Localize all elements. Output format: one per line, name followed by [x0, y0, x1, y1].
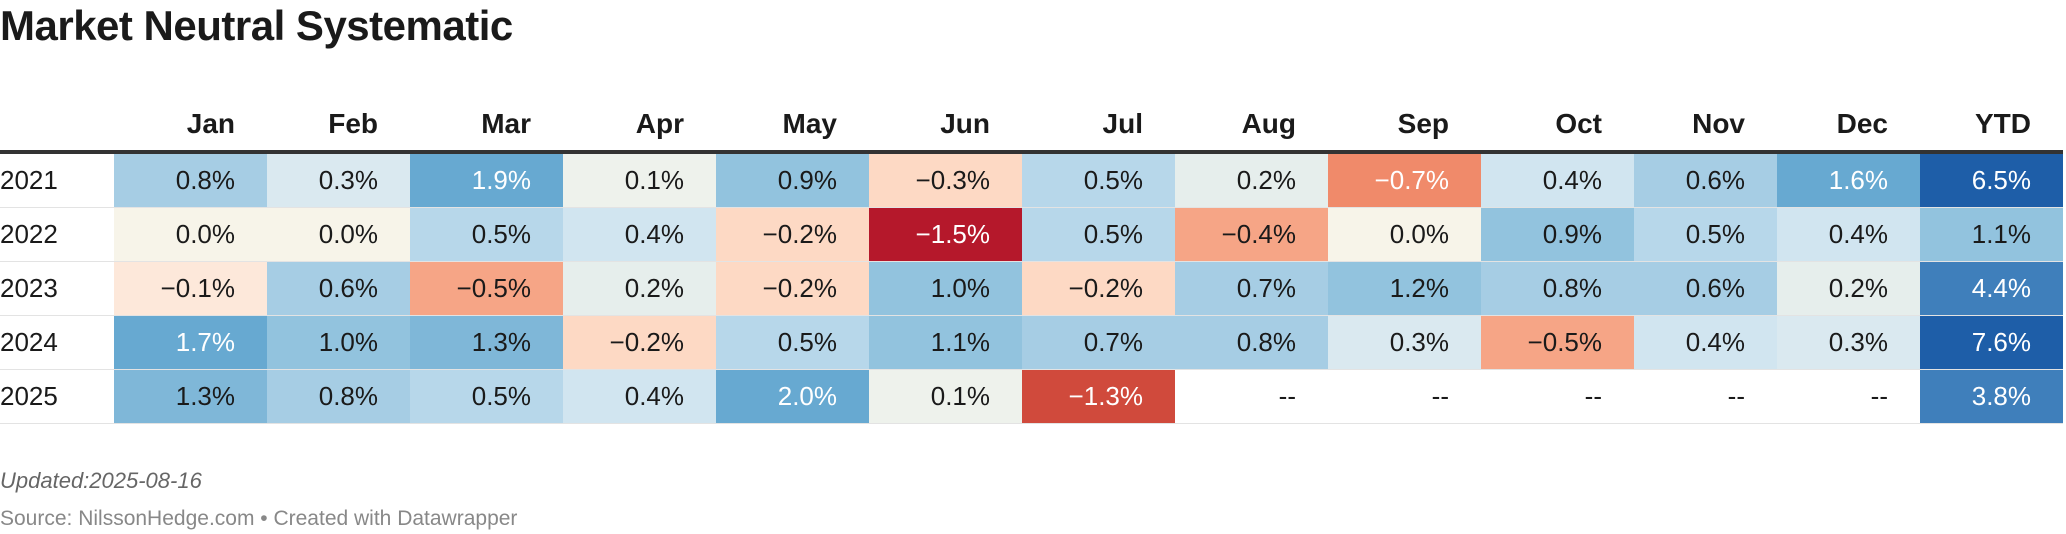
month-return-cell: 0.4% — [1634, 315, 1777, 370]
month-return-cell: 0.4% — [563, 207, 716, 262]
month-return-cell: 0.5% — [716, 315, 869, 370]
row-label-year: 2022 — [0, 207, 114, 262]
month-return-cell: -- — [1634, 369, 1777, 424]
column-header-ytd: YTD — [1920, 98, 2063, 154]
row-label-year: 2025 — [0, 369, 114, 424]
month-return-cell: 0.5% — [410, 207, 563, 262]
month-return-cell: −1.5% — [869, 207, 1022, 262]
month-return-cell: 0.5% — [1022, 207, 1175, 262]
corner-header — [0, 98, 114, 154]
table-row: 2025 1.3% 0.8% 0.5% 0.4% 2.0% 0.1% −1.3% -- -- -- -… — [0, 369, 2063, 424]
column-header-nov: Nov — [1634, 98, 1777, 154]
month-return-cell: −0.2% — [716, 207, 869, 262]
month-return-cell: 0.4% — [563, 369, 716, 424]
table-row: 2022 0.0% 0.0% 0.5% 0.4% −0.2% −1.5% 0.5% −0.4% 0… — [0, 207, 2063, 262]
month-return-cell: 0.5% — [410, 369, 563, 424]
month-return-cell: −0.4% — [1175, 207, 1328, 262]
column-header-dec: Dec — [1777, 98, 1920, 154]
month-return-cell: 0.0% — [267, 207, 410, 262]
column-header-sep: Sep — [1328, 98, 1481, 154]
column-header-may: May — [716, 98, 869, 154]
month-return-cell: 2.0% — [716, 369, 869, 424]
month-return-cell: −0.3% — [869, 152, 1022, 208]
month-return-cell: 0.6% — [1634, 152, 1777, 208]
month-return-cell: 0.5% — [1634, 207, 1777, 262]
month-return-cell: −0.5% — [410, 261, 563, 316]
ytd-cell: 6.5% — [1920, 152, 2063, 208]
month-return-cell: 0.4% — [1481, 152, 1634, 208]
month-return-cell: 0.9% — [1481, 207, 1634, 262]
month-return-cell: -- — [1328, 369, 1481, 424]
table-row: 2024 1.7% 1.0% 1.3% −0.2% 0.5% 1.1% 0.7% 0.8% 0.3… — [0, 315, 2063, 370]
month-return-cell: 0.8% — [1175, 315, 1328, 370]
source-credit: Source: NilssonHedge.com • Created with … — [0, 507, 518, 530]
month-return-cell: 0.4% — [1777, 207, 1920, 262]
month-return-cell: 1.6% — [1777, 152, 1920, 208]
month-return-cell: 0.1% — [563, 152, 716, 208]
month-return-cell: 0.1% — [869, 369, 1022, 424]
month-return-cell: 0.8% — [1481, 261, 1634, 316]
month-return-cell: 0.6% — [1634, 261, 1777, 316]
ytd-cell: 7.6% — [1920, 315, 2063, 370]
month-return-cell: 0.2% — [1777, 261, 1920, 316]
month-return-cell: -- — [1777, 369, 1920, 424]
month-return-cell: 0.6% — [267, 261, 410, 316]
month-return-cell: 1.3% — [114, 369, 267, 424]
month-return-cell: -- — [1175, 369, 1328, 424]
month-return-cell: −0.2% — [1022, 261, 1175, 316]
month-return-cell: 0.3% — [267, 152, 410, 208]
header-row: Jan Feb Mar Apr May Jun Jul Aug Sep Oct Nov Dec YTD — [0, 98, 2063, 154]
month-return-cell: 0.2% — [1175, 152, 1328, 208]
row-label-year: 2021 — [0, 152, 114, 208]
month-return-cell: 0.2% — [563, 261, 716, 316]
month-return-cell: 0.7% — [1022, 315, 1175, 370]
chart-title: Market Neutral Systematic — [0, 2, 513, 49]
month-return-cell: −1.3% — [1022, 369, 1175, 424]
column-header-apr: Apr — [563, 98, 716, 154]
month-return-cell: −0.5% — [1481, 315, 1634, 370]
column-header-aug: Aug — [1175, 98, 1328, 154]
month-return-cell: 0.0% — [1328, 207, 1481, 262]
column-header-feb: Feb — [267, 98, 410, 154]
column-header-jun: Jun — [869, 98, 1022, 154]
month-return-cell: −0.2% — [716, 261, 869, 316]
month-return-cell: 0.0% — [114, 207, 267, 262]
month-return-cell: 1.3% — [410, 315, 563, 370]
table-row: 2021 0.8% 0.3% 1.9% 0.1% 0.9% −0.3% 0.5% 0.2% −0.… — [0, 152, 2063, 208]
month-return-cell: 1.9% — [410, 152, 563, 208]
month-return-cell: 1.1% — [869, 315, 1022, 370]
month-return-cell: 0.3% — [1777, 315, 1920, 370]
returns-heatmap-table: Jan Feb Mar Apr May Jun Jul Aug Sep Oct Nov Dec YTD … — [0, 98, 2063, 424]
row-label-year: 2024 — [0, 315, 114, 370]
month-return-cell: 0.5% — [1022, 152, 1175, 208]
month-return-cell: 0.7% — [1175, 261, 1328, 316]
month-return-cell: 1.2% — [1328, 261, 1481, 316]
month-return-cell: −0.2% — [563, 315, 716, 370]
table-body: 2021 0.8% 0.3% 1.9% 0.1% 0.9% −0.3% 0.5% 0.2% −0.… — [0, 152, 2063, 424]
updated-note: Updated:2025-08-16 — [0, 468, 202, 493]
month-return-cell: 0.3% — [1328, 315, 1481, 370]
month-return-cell: -- — [1481, 369, 1634, 424]
month-return-cell: −0.7% — [1328, 152, 1481, 208]
column-header-jan: Jan — [114, 98, 267, 154]
table-row: 2023 −0.1% 0.6% −0.5% 0.2% −0.2% 1.0% −0.2% 0.7%… — [0, 261, 2063, 316]
ytd-cell: 4.4% — [1920, 261, 2063, 316]
ytd-cell: 3.8% — [1920, 369, 2063, 424]
column-header-mar: Mar — [410, 98, 563, 154]
month-return-cell: −0.1% — [114, 261, 267, 316]
month-return-cell: 0.8% — [114, 152, 267, 208]
month-return-cell: 0.8% — [267, 369, 410, 424]
row-label-year: 2023 — [0, 261, 114, 316]
month-return-cell: 1.7% — [114, 315, 267, 370]
column-header-oct: Oct — [1481, 98, 1634, 154]
month-return-cell: 1.0% — [267, 315, 410, 370]
month-return-cell: 1.0% — [869, 261, 1022, 316]
ytd-cell: 1.1% — [1920, 207, 2063, 262]
column-header-jul: Jul — [1022, 98, 1175, 154]
month-return-cell: 0.9% — [716, 152, 869, 208]
